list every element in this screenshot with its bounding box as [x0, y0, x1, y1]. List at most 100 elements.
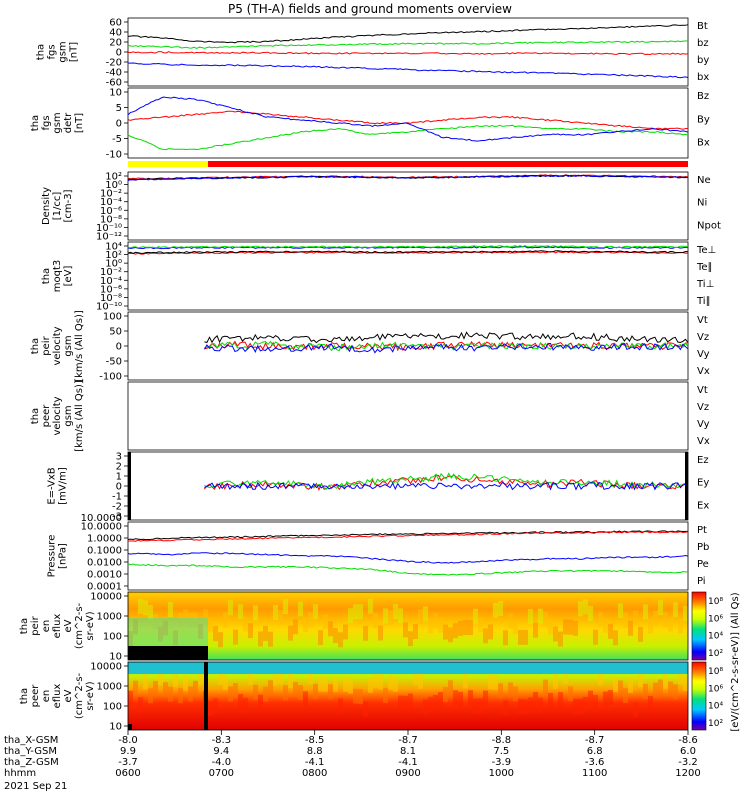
- colorbar-tick-label: 10⁴: [708, 632, 723, 642]
- x-row-value: 0700: [209, 768, 234, 779]
- spectrogram-texture: [548, 692, 553, 708]
- panel-density: Density [1/cc] [cm-3]10²10⁰10⁻²10⁻⁴10⁻⁶10⁻…: [41, 172, 721, 243]
- spectrogram-texture: [188, 686, 193, 702]
- x-row-value: -8.3: [212, 735, 232, 746]
- spectrogram-texture: [378, 625, 383, 641]
- x-row-value: -4.0: [212, 757, 232, 768]
- colorbar-gradient: [691, 591, 707, 661]
- spectrogram-texture: [283, 599, 288, 615]
- legend-label: Vy: [697, 419, 710, 430]
- y-tick-label: -2: [112, 502, 122, 513]
- spectrogram-texture: [318, 630, 323, 646]
- spectrogram-texture: [493, 602, 498, 618]
- y-tick-label: 5: [116, 103, 122, 114]
- x-row-value: 0600: [115, 768, 140, 779]
- series-line: [127, 62, 689, 79]
- spectrogram-texture: [263, 626, 268, 642]
- spectrogram-texture: [228, 686, 233, 702]
- spectrogram-texture: [238, 694, 243, 710]
- ylabel-line: Pressure: [47, 535, 58, 578]
- spectrogram-texture: [208, 617, 213, 633]
- spectrogram-texture: [268, 680, 273, 696]
- spectrogram-texture: [603, 691, 608, 707]
- legend-label: Pi: [697, 576, 706, 587]
- spectrogram-texture: [218, 632, 223, 648]
- spectrogram-texture: [173, 672, 178, 688]
- legend-label: Vx: [697, 366, 710, 377]
- y-tick-label: 10⁴: [105, 242, 122, 253]
- y-tick-label: 10⁰: [105, 180, 122, 191]
- series-line: [127, 96, 689, 142]
- spectrogram-texture: [448, 680, 453, 696]
- figure-title: P5 (TH-A) fields and ground moments over…: [228, 2, 512, 16]
- spectrogram-texture: [543, 679, 548, 695]
- x-row-value: 8.1: [400, 746, 416, 757]
- legend-label: Vy: [697, 349, 710, 360]
- x-row-value: -8.7: [398, 735, 418, 746]
- spectrogram-texture: [503, 700, 508, 716]
- spectrogram-texture: [663, 612, 668, 628]
- ylabel-line: velocity: [52, 326, 63, 365]
- spectrogram-texture: [273, 670, 278, 686]
- spectrogram-texture: [243, 697, 248, 713]
- spectrogram-texture: [418, 673, 423, 689]
- panel-frame: [127, 171, 689, 241]
- spectrogram-texture: [263, 686, 268, 702]
- series-line: [127, 124, 689, 151]
- legend-label: Pt: [697, 525, 707, 536]
- series-line: [127, 174, 689, 181]
- spectrogram-texture: [533, 691, 538, 707]
- spectrogram-texture: [478, 616, 483, 632]
- y-tick-label: -20: [106, 58, 122, 69]
- x-row-label: hhmm: [4, 768, 36, 779]
- y-tick-label: 10000: [90, 592, 122, 603]
- series-line: [127, 51, 689, 56]
- spectrogram-texture: [528, 608, 533, 624]
- spectrogram-texture: [393, 676, 398, 692]
- y-tick-label: 100: [103, 632, 122, 643]
- spectrogram-texture: [613, 676, 618, 692]
- x-row-value: -3.9: [492, 757, 512, 768]
- spectrogram-texture: [283, 685, 288, 701]
- colorbar: 10⁸ 10⁶ 10⁴ 10²: [691, 591, 723, 661]
- x-row-value: -4.1: [305, 757, 325, 768]
- y-tick-label: 10.0000: [81, 522, 122, 533]
- legend-label: Te∥: [696, 262, 713, 273]
- legend-label: Ex: [697, 500, 709, 511]
- ylabel-line: tha: [30, 408, 41, 424]
- spectrogram-texture: [198, 670, 203, 685]
- spectrogram-texture: [388, 610, 393, 626]
- y-tick-label: 2: [116, 462, 122, 473]
- spectrogram-texture: [298, 601, 303, 617]
- spectrogram-gap-line: [204, 662, 208, 730]
- y-tick-label: 0: [116, 119, 122, 130]
- spectrogram-texture: [598, 670, 603, 686]
- spectrogram-texture: [423, 699, 428, 715]
- panel-fgs_gsm_detrended: tha fgs gsm detr [nT] 10 5 0 -5 -10 Bz By Bx: [30, 88, 710, 161]
- y-tick-label: 3: [116, 452, 122, 463]
- spectrogram-texture: [433, 612, 438, 628]
- spectrogram-texture: [313, 683, 318, 699]
- spectrogram-texture: [183, 675, 188, 691]
- series-line: [127, 250, 689, 254]
- x-row-value: 7.5: [493, 746, 509, 757]
- spectrogram-texture: [138, 598, 143, 614]
- spectrogram-lowflux: [128, 618, 208, 646]
- spectrogram-texture: [538, 697, 543, 713]
- ylabel-line: sr-eV): [85, 681, 96, 710]
- ylabel-line: velocity: [52, 396, 63, 435]
- spectrogram-texture: [348, 678, 353, 694]
- spectrogram-texture: [503, 630, 508, 646]
- spectrogram-texture: [438, 617, 443, 633]
- spectrogram-texture: [343, 676, 348, 692]
- spectrogram-texture: [673, 684, 678, 700]
- x-row-value: -8.8: [492, 735, 512, 746]
- ylabel-line: fgs: [47, 44, 58, 59]
- ylabel-line: en: [41, 690, 52, 703]
- spectrogram-texture: [523, 699, 528, 715]
- x-row-value: 8.8: [307, 746, 323, 757]
- ylabel-line: eflux: [52, 684, 63, 709]
- spectrogram-texture: [233, 683, 238, 699]
- legend-label: Ne: [697, 175, 711, 186]
